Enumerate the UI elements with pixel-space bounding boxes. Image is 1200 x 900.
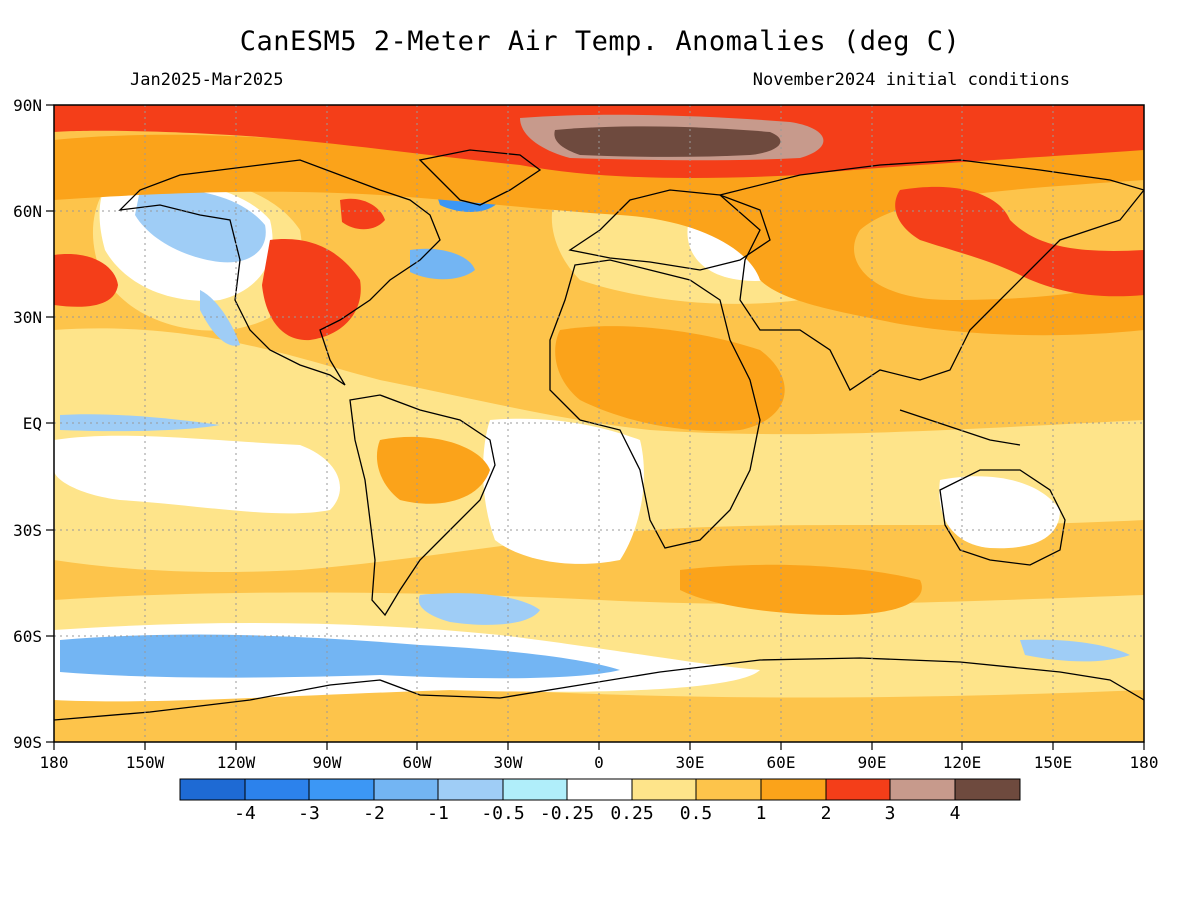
colorbar-label: -2 xyxy=(363,803,385,824)
colorbar-label: -4 xyxy=(234,803,256,824)
lon-label: 120W xyxy=(217,753,256,772)
lat-label: 90N xyxy=(13,96,42,115)
field-north-pacific-warm xyxy=(54,254,118,307)
field-africa-orange xyxy=(555,326,785,431)
initial-conditions: November2024 initial conditions xyxy=(752,70,1070,90)
lon-label: 180 xyxy=(40,753,69,772)
lon-label: 120E xyxy=(943,753,982,772)
colorbar-swatch xyxy=(244,778,310,801)
lon-label: 30W xyxy=(494,753,523,772)
field-north-atlantic-cold xyxy=(410,248,475,280)
colorbar-swatch xyxy=(825,778,891,801)
colorbar-label: -0.25 xyxy=(540,803,594,824)
lat-labels: 90N 60N 30N EQ 30S 60S 90S xyxy=(13,96,42,752)
colorbar-label: 1 xyxy=(756,803,767,824)
colorbar-swatch xyxy=(889,778,956,801)
lat-label: 30S xyxy=(13,521,42,540)
lon-label: 150E xyxy=(1034,753,1073,772)
lon-label: 30E xyxy=(676,753,705,772)
coast-north-america xyxy=(118,159,441,386)
axis-ticks xyxy=(46,104,1145,750)
coast-australia xyxy=(939,469,1066,566)
field-brazil-orange xyxy=(376,436,490,504)
colorbar-swatch xyxy=(631,778,697,801)
field-indian-ocean-orange xyxy=(680,564,922,615)
field-eastern-us-warm xyxy=(262,239,361,341)
colorbar-swatch xyxy=(954,778,1021,801)
chart-title: CanESM5 2-Meter Air Temp. Anomalies (deg… xyxy=(239,26,961,57)
lat-label: EQ xyxy=(23,414,42,433)
field-west-coast-cold xyxy=(200,290,240,346)
colorbar-swatch xyxy=(373,778,439,801)
colorbar-swatch xyxy=(308,778,375,801)
coast-antarctica xyxy=(54,657,1144,721)
colorbar-label: 3 xyxy=(885,803,896,824)
colorbar-label: -3 xyxy=(298,803,320,824)
field-hudson-warm xyxy=(340,198,385,230)
lat-label: 60N xyxy=(13,202,42,221)
lat-label: 30N xyxy=(13,308,42,327)
coast-south-america xyxy=(349,394,496,617)
lon-label: 0 xyxy=(594,753,604,772)
colorbar-swatch xyxy=(437,778,504,801)
colorbar xyxy=(179,778,1021,801)
coast-africa xyxy=(549,259,761,549)
lon-label: 180 xyxy=(1130,753,1159,772)
colorbar-label: -1 xyxy=(427,803,449,824)
field-australia-white xyxy=(939,476,1060,549)
colorbar-label: 2 xyxy=(821,803,832,824)
colorbar-label: -0.5 xyxy=(481,803,524,824)
lon-label: 90E xyxy=(858,753,887,772)
colorbar-swatch xyxy=(760,778,827,801)
colorbar-swatch xyxy=(695,778,762,801)
lat-label: 90S xyxy=(13,733,42,752)
coast-europe xyxy=(568,189,771,271)
coast-indonesia xyxy=(899,409,1021,446)
lon-labels: 180 150W 120W 90W 60W 30W 0 30E 60E 90E … xyxy=(40,753,1159,772)
lon-label: 60W xyxy=(403,753,432,772)
colorbar-label: 0.25 xyxy=(610,803,653,824)
colorbar-swatch xyxy=(502,778,568,801)
lat-label: 60S xyxy=(13,627,42,646)
field-eq-pacific-white xyxy=(54,435,340,514)
forecast-period: Jan2025-Mar2025 xyxy=(130,70,284,90)
colorbar-labels: -4 -3 -2 -1 -0.5 -0.25 0.25 0.5 1 2 3 4 xyxy=(234,803,960,824)
field-arctic-dark-brown xyxy=(554,126,781,157)
lon-label: 90W xyxy=(313,753,342,772)
colorbar-label: 4 xyxy=(950,803,961,824)
grid-lines xyxy=(54,105,1144,742)
lon-label: 60E xyxy=(767,753,796,772)
colorbar-label: 0.5 xyxy=(680,803,713,824)
field-east-asia-warm xyxy=(895,186,1144,297)
lon-label: 150W xyxy=(126,753,165,772)
coastlines xyxy=(54,149,1144,721)
field-southern-ocean-cold xyxy=(60,634,620,679)
colorbar-swatch xyxy=(566,778,633,801)
coast-greenland xyxy=(418,149,542,206)
field-south-atlantic-cold xyxy=(418,593,540,625)
coast-asia xyxy=(718,159,1144,391)
field-ross-cold xyxy=(1020,639,1130,662)
colorbar-swatch xyxy=(179,778,246,801)
anomaly-field xyxy=(54,105,1144,742)
field-atlantic-white xyxy=(483,418,644,564)
